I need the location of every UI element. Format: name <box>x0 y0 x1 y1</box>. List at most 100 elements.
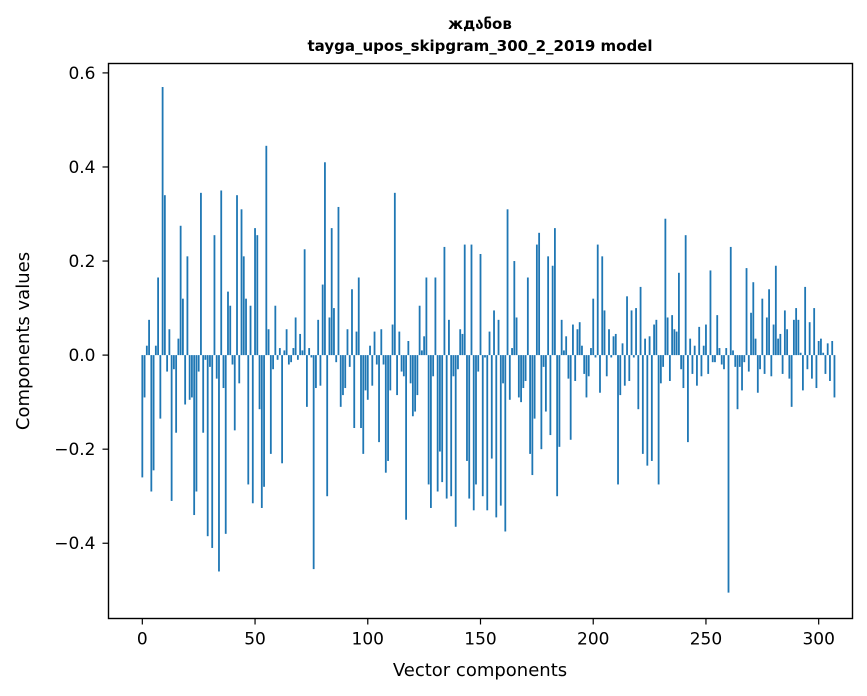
bar <box>522 355 525 389</box>
bar <box>186 256 189 356</box>
bar <box>420 350 423 356</box>
bar <box>425 277 428 356</box>
x-axis-ticks: 0 50 100 150 200 250 300 <box>137 618 835 650</box>
bar <box>592 298 595 356</box>
bar <box>407 341 410 356</box>
bar <box>375 355 378 365</box>
bar <box>788 355 791 379</box>
bar <box>389 355 392 391</box>
bar <box>267 329 270 356</box>
bar <box>574 355 577 381</box>
bar <box>240 209 243 356</box>
bar <box>384 355 387 473</box>
bar <box>436 355 439 492</box>
bar <box>495 355 498 518</box>
bar <box>671 315 674 356</box>
bar <box>175 355 178 433</box>
bar <box>427 355 430 485</box>
bar <box>371 355 374 386</box>
bar <box>339 355 342 407</box>
bar <box>554 228 556 356</box>
bar <box>720 355 723 365</box>
bar <box>499 355 502 506</box>
bar <box>738 355 741 367</box>
bar <box>283 350 286 356</box>
bar <box>143 355 146 398</box>
bar <box>258 355 261 410</box>
bar <box>626 296 628 356</box>
bar <box>585 355 588 398</box>
bar <box>815 355 818 389</box>
bar <box>779 333 782 356</box>
bar <box>152 355 155 471</box>
x-tick-label: 200 <box>577 630 609 650</box>
bar <box>360 355 362 429</box>
bar <box>254 228 256 356</box>
bar <box>504 355 507 532</box>
bar <box>551 265 554 356</box>
bar <box>213 235 216 356</box>
bar <box>529 355 531 454</box>
bar <box>211 355 214 548</box>
bar <box>294 317 297 356</box>
bar <box>319 355 322 386</box>
bar <box>542 355 545 367</box>
bar <box>515 317 518 356</box>
bar <box>517 355 520 398</box>
bar <box>802 355 804 391</box>
bar <box>353 355 356 429</box>
bar <box>364 355 367 391</box>
bar <box>434 277 437 356</box>
bar <box>617 355 619 485</box>
bar <box>337 206 340 356</box>
x-tick-label: 0 <box>137 630 148 650</box>
bar <box>668 355 671 381</box>
bar <box>450 355 453 497</box>
bar <box>193 355 196 516</box>
bar <box>601 256 604 356</box>
bar <box>549 355 552 436</box>
bar <box>148 319 150 356</box>
bar <box>648 336 651 356</box>
bar <box>430 355 432 508</box>
bar <box>247 355 250 485</box>
bar <box>569 355 572 440</box>
bar <box>790 355 793 407</box>
bar <box>560 319 563 356</box>
bar <box>310 355 313 358</box>
bar <box>750 312 752 356</box>
bar <box>565 336 568 356</box>
bar <box>637 355 640 410</box>
bar <box>653 324 655 356</box>
bar <box>278 348 281 356</box>
bar <box>454 355 457 527</box>
bar <box>342 355 344 396</box>
bar <box>272 355 274 370</box>
bar <box>691 355 694 374</box>
bar <box>581 345 583 356</box>
bar <box>612 336 615 356</box>
x-tick-label: 150 <box>464 630 496 650</box>
bar <box>220 190 223 356</box>
bar <box>538 232 541 356</box>
bar <box>161 87 164 356</box>
bar <box>479 253 482 356</box>
bar <box>245 298 247 356</box>
bar <box>792 319 795 356</box>
bar <box>445 355 448 499</box>
bar <box>813 308 816 356</box>
bar <box>296 355 299 360</box>
bar <box>605 355 608 377</box>
bar <box>195 355 198 492</box>
bar <box>635 308 637 356</box>
bar <box>727 355 730 593</box>
bar <box>321 284 324 356</box>
bar <box>330 228 333 356</box>
bar <box>308 348 311 356</box>
bar <box>355 331 358 356</box>
bar <box>650 355 653 461</box>
bar <box>558 355 561 447</box>
bar <box>743 355 746 363</box>
y-tick-label: −0.2 <box>54 440 95 460</box>
